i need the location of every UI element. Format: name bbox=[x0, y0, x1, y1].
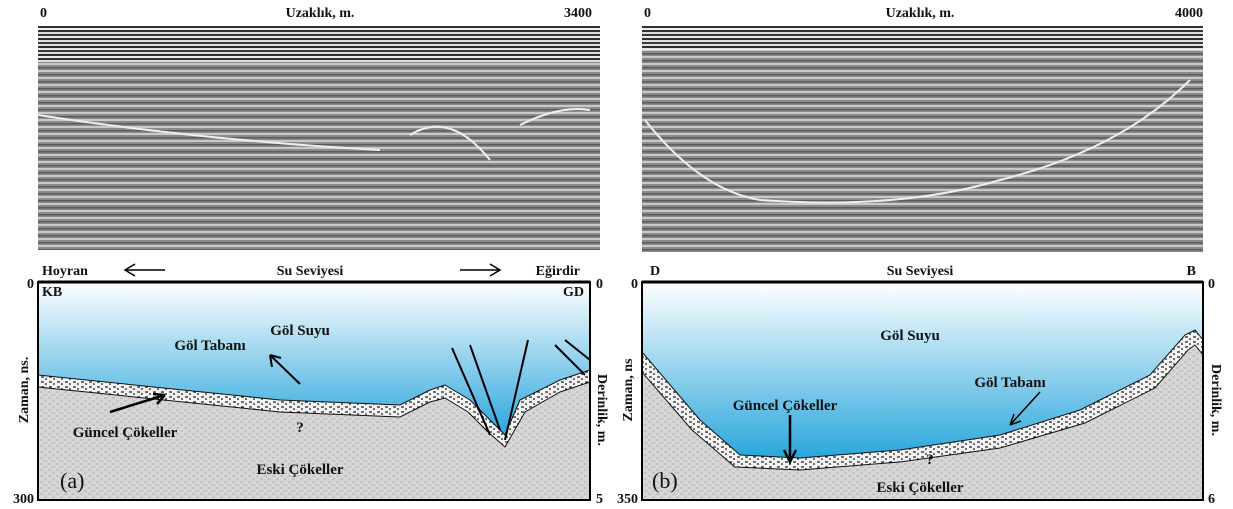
pointer bbox=[109, 392, 166, 414]
gpr-image bbox=[642, 26, 1203, 252]
recent-sediments-label: Güncel Çökeller bbox=[733, 398, 838, 414]
arrow-left bbox=[123, 263, 165, 277]
left-axis-title: Zaman, ns. bbox=[17, 357, 32, 424]
panel-a-section: Hoyran Su Seviyesi Eğirdir KB GD 0 300 0… bbox=[13, 263, 609, 507]
distance-start: 0 bbox=[644, 6, 651, 21]
panel-label: (b) bbox=[652, 468, 678, 493]
distance-start: 0 bbox=[40, 6, 47, 21]
left-axis-top: 0 bbox=[27, 277, 34, 292]
old-sediments-label: Eski Çökeller bbox=[256, 462, 343, 478]
left-axis-top: 0 bbox=[631, 277, 638, 292]
panel-b-profile: 0 Uzaklık, m. 4000 bbox=[642, 6, 1203, 252]
reflector bbox=[37, 108, 591, 161]
recent-sediments-label: Güncel Çökeller bbox=[73, 425, 178, 441]
panel-b-section: D Su Seviyesi B 0 350 0 6 Zaman, ns Deri… bbox=[617, 264, 1223, 507]
axis-title: Uzaklık, m. bbox=[886, 6, 955, 21]
distance-end: 4000 bbox=[1175, 6, 1203, 21]
water-label: Göl Suyu bbox=[270, 323, 330, 339]
axis-title: Uzaklık, m. bbox=[286, 6, 355, 21]
arrow-right bbox=[460, 263, 502, 277]
right-axis-bottom: 6 bbox=[1208, 492, 1215, 507]
right-direction: GD bbox=[563, 285, 584, 300]
water bbox=[642, 282, 1203, 458]
panel-label: (a) bbox=[60, 468, 84, 493]
right-axis-bottom: 5 bbox=[596, 492, 603, 507]
water bbox=[38, 282, 590, 435]
left-axis-bottom: 300 bbox=[13, 492, 34, 507]
water-level: Su Seviyesi bbox=[887, 264, 954, 279]
gpr-surface bbox=[38, 26, 600, 62]
left-axis-title: Zaman, ns bbox=[621, 358, 636, 422]
reflector bbox=[644, 79, 1191, 204]
uncertain-label: ? bbox=[296, 420, 304, 436]
fault bbox=[451, 339, 591, 441]
right-axis-title: Derinlik, m. bbox=[594, 374, 609, 446]
left-end: D bbox=[650, 264, 660, 279]
old-sediments-label: Eski Çökeller bbox=[876, 480, 963, 496]
uncertain-label: ? bbox=[926, 452, 934, 468]
water-label: Göl Suyu bbox=[880, 328, 940, 344]
pointer bbox=[269, 354, 301, 385]
left-direction: KB bbox=[42, 285, 62, 300]
panel-a-profile: 0 Uzaklık, m. 3400 bbox=[37, 6, 600, 250]
pointer bbox=[782, 415, 798, 465]
gpr-image bbox=[38, 26, 600, 250]
right-end: B bbox=[1187, 264, 1196, 279]
gpr-surface bbox=[642, 26, 1203, 50]
lake-bed-label: Göl Tabanı bbox=[974, 375, 1045, 391]
pointer bbox=[1009, 391, 1041, 426]
left-axis-bottom: 350 bbox=[617, 492, 638, 507]
lake-bed-label: Göl Tabanı bbox=[174, 338, 245, 354]
right-end: Eğirdir bbox=[536, 264, 580, 279]
distance-end: 3400 bbox=[564, 6, 592, 21]
right-axis-title: Derinlik, m. bbox=[1208, 364, 1223, 436]
left-end: Hoyran bbox=[42, 264, 88, 279]
right-axis-top: 0 bbox=[1208, 277, 1215, 292]
water-level: Su Seviyesi bbox=[277, 264, 344, 279]
right-axis-top: 0 bbox=[596, 277, 603, 292]
